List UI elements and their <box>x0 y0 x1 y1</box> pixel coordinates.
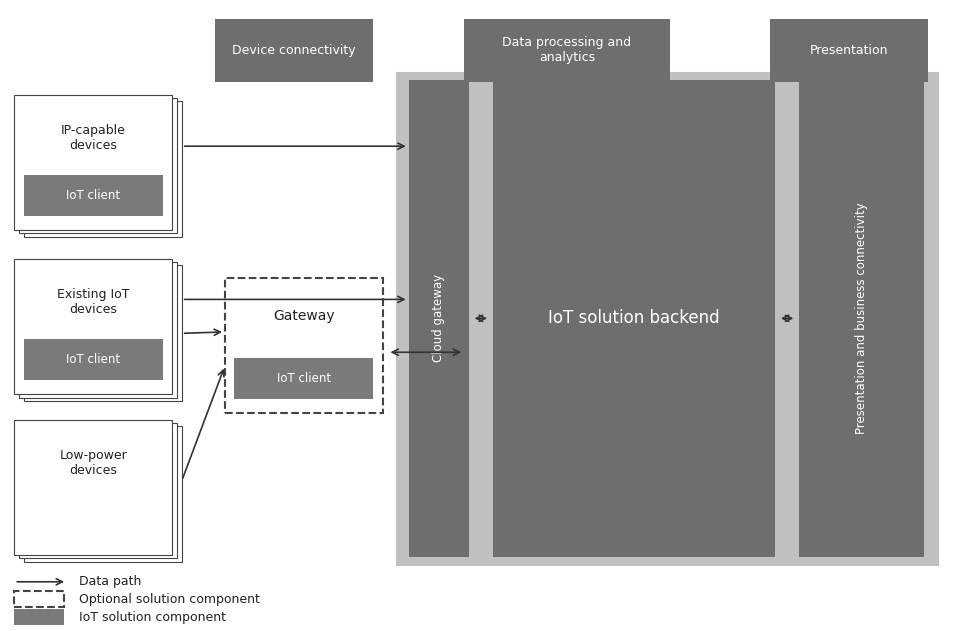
Bar <box>14 259 172 394</box>
Text: IoT client: IoT client <box>66 189 121 203</box>
Text: Gateway: Gateway <box>273 309 335 322</box>
Text: Data processing and
analytics: Data processing and analytics <box>502 37 632 64</box>
Bar <box>19 98 177 233</box>
Bar <box>14 609 64 625</box>
Text: Low-power
devices: Low-power devices <box>59 449 127 477</box>
Text: IoT client: IoT client <box>277 372 331 386</box>
Text: Presentation and business connectivity: Presentation and business connectivity <box>855 203 868 434</box>
Bar <box>14 95 172 230</box>
Bar <box>409 80 469 557</box>
Bar <box>14 420 172 555</box>
Bar <box>493 80 775 557</box>
Bar <box>469 80 493 557</box>
Text: Data path: Data path <box>79 575 142 588</box>
Bar <box>24 265 182 401</box>
Text: IP-capable
devices: IP-capable devices <box>61 124 125 152</box>
Bar <box>24 175 163 216</box>
Text: Device connectivity: Device connectivity <box>233 44 356 57</box>
Text: IoT solution component: IoT solution component <box>79 611 227 623</box>
Text: Presentation: Presentation <box>810 44 889 57</box>
Bar <box>19 423 177 558</box>
Text: IoT client: IoT client <box>66 353 121 367</box>
Text: Optional solution component: Optional solution component <box>79 593 260 606</box>
Bar <box>19 262 177 398</box>
Text: Existing IoT
devices: Existing IoT devices <box>57 288 129 316</box>
Text: IoT solution backend: IoT solution backend <box>548 309 720 327</box>
Bar <box>24 426 182 562</box>
Bar <box>397 73 938 565</box>
Text: Cloud gateway: Cloud gateway <box>433 274 445 362</box>
Bar <box>775 80 799 557</box>
Bar <box>234 358 373 399</box>
Bar <box>464 19 670 82</box>
Bar <box>24 101 182 237</box>
Bar <box>14 591 64 607</box>
Bar <box>215 19 373 82</box>
Bar <box>225 278 383 413</box>
Bar <box>770 19 928 82</box>
Bar <box>24 339 163 380</box>
Bar <box>799 80 924 557</box>
